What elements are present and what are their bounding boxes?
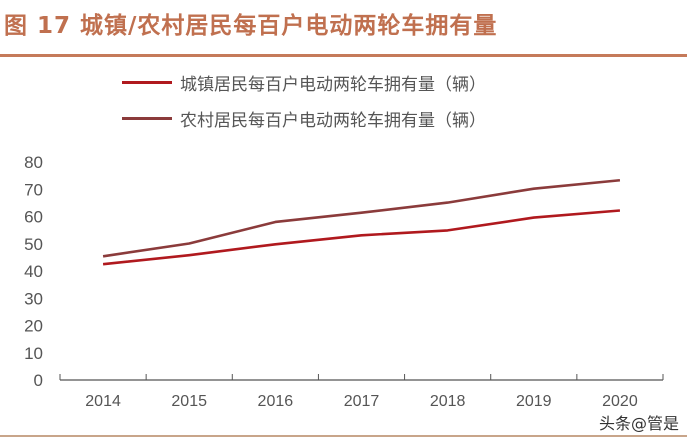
legend-item-urban: 城镇居民每百户电动两轮车拥有量（辆）: [122, 70, 486, 95]
y-tick-label: 80: [24, 153, 43, 172]
y-tick-label: 0: [34, 371, 43, 390]
x-tick-label: 2014: [85, 393, 121, 410]
series-line-urban: [102, 209, 621, 266]
y-tick-label: 30: [24, 289, 43, 308]
bottom-rule: [0, 435, 687, 437]
x-tick-label: 2020: [602, 393, 638, 410]
y-tick-label: 10: [24, 344, 43, 363]
watermark: 头条@管是: [598, 414, 679, 433]
legend-swatch-rural: [122, 117, 172, 120]
x-tick-label: 2016: [258, 393, 294, 410]
y-tick-label: 70: [24, 180, 43, 199]
title-divider: [0, 54, 687, 57]
x-tick-label: 2015: [171, 393, 207, 410]
legend-label-urban: 城镇居民每百户电动两轮车拥有量（辆）: [180, 75, 486, 95]
x-tick-label: 2019: [516, 393, 552, 410]
legend-swatch-urban: [122, 81, 172, 84]
x-tick-label: 2018: [430, 393, 466, 410]
y-tick-label: 20: [24, 317, 43, 336]
y-tick-label: 50: [24, 235, 43, 254]
x-tick-label: 2017: [344, 393, 380, 410]
legend-item-rural: 农村居民每百户电动两轮车拥有量（辆）: [122, 106, 486, 131]
y-tick-label: 60: [24, 208, 43, 227]
legend-label-rural: 农村居民每百户电动两轮车拥有量（辆）: [180, 111, 486, 131]
y-tick-label: 40: [24, 262, 43, 281]
series-line-rural: [102, 178, 621, 258]
chart-title: 图 17 城镇/农村居民每百户电动两轮车拥有量: [4, 13, 498, 39]
